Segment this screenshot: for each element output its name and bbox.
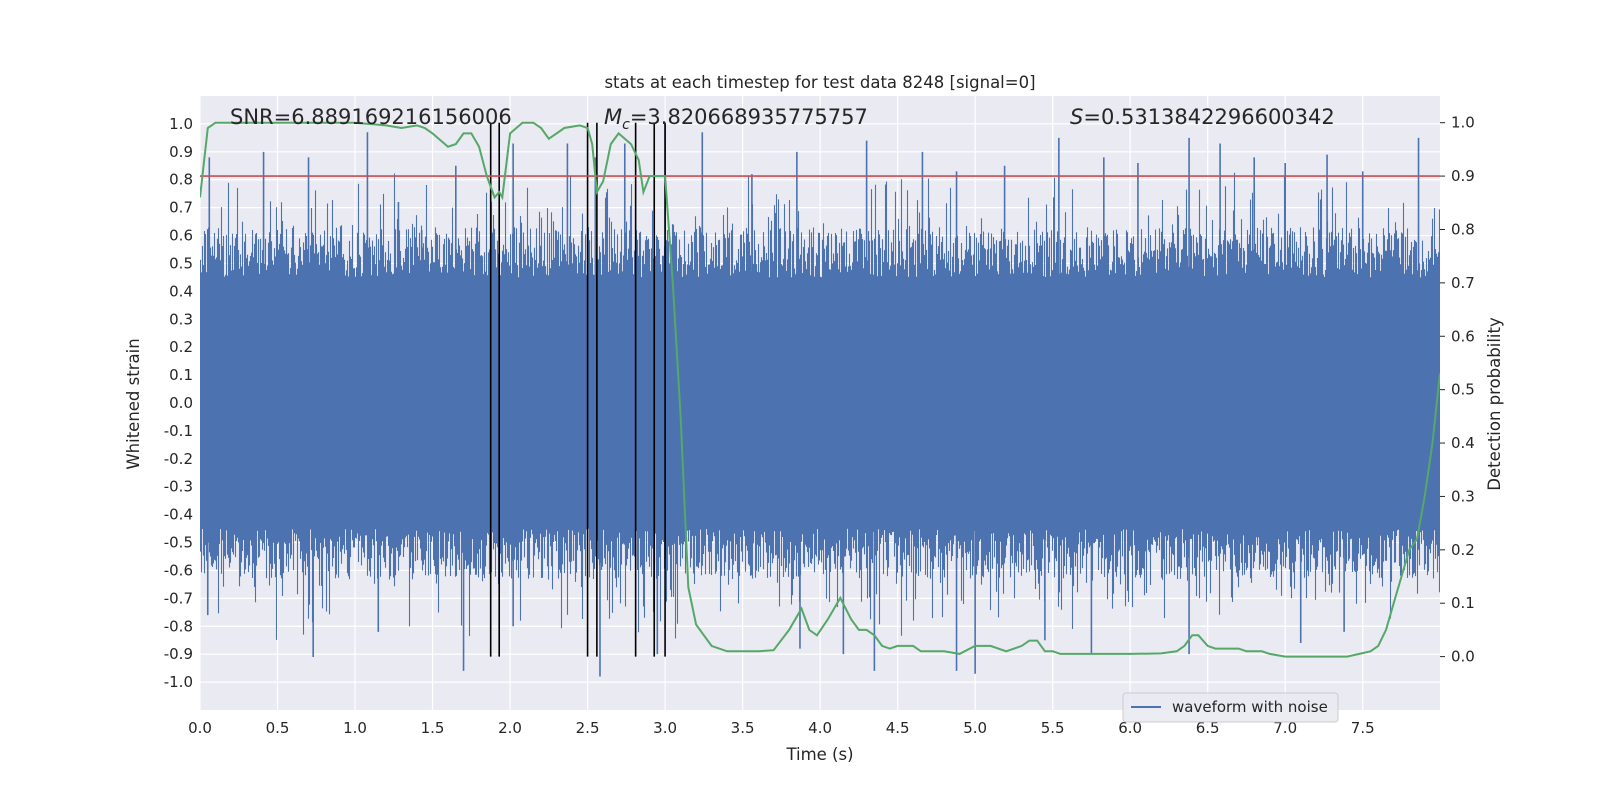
x-tick-label: 0.0 [188,719,212,737]
y-tick-label-left: -0.9 [164,645,193,663]
y-tick-label-left: 0.1 [169,366,193,384]
y-tick-label-right: 0.5 [1451,381,1475,399]
annotation-chirp-mass-subscript: c [622,117,630,133]
y-tick-label-right: 1.0 [1451,114,1475,132]
y-tick-label-left: 0.3 [169,310,193,328]
x-tick-label: 1.0 [343,719,367,737]
y-tick-label-right: 0.9 [1451,167,1475,185]
y-ticks-right: 1.0 0.9 0.8 0.7 0.6 0.5 0.4 0.3 0.2 0.1 0.0 [1440,114,1475,666]
x-tick-label: 7.5 [1351,719,1375,737]
y-tick-label-right: 0.6 [1451,327,1475,345]
x-tick-label: 2.0 [498,719,522,737]
y-axis-label-right: Detection probability [1485,317,1504,491]
legend-box [1122,692,1339,723]
y-tick-label-right: 0.4 [1451,434,1475,452]
y-tick-label-left: -0.2 [164,450,193,468]
legend-label: waveform with noise [1172,698,1328,716]
y-tick-label-left: -0.8 [164,617,193,635]
waveform-core [200,291,1440,515]
x-tick-label: 5.0 [963,719,987,737]
annotation-snr: SNR=6.889169216156006 [230,105,512,129]
chart-title: stats at each timestep for test data 824… [604,73,1035,92]
waveform-series [200,123,1440,677]
y-tick-label-left: 0.7 [169,199,193,217]
probability-series [200,121,1440,658]
x-ticks: 0.0 0.5 1.0 1.5 2.0 2.5 3.0 3.5 4.0 4.5 5.0 5.5 6.0 6… [188,719,1375,737]
annotation-s-value: =0.5313842296600342 [1083,105,1334,129]
y-tick-label-right: 0.8 [1451,220,1475,238]
x-tick-label: 4.5 [886,719,910,737]
y-tick-label-right: 0.3 [1451,487,1475,505]
y-tick-label-left: 0.0 [169,394,193,412]
y-tick-label-left: 0.5 [169,254,193,272]
x-tick-label: 5.5 [1041,719,1065,737]
y-tick-label-right: 0.2 [1451,541,1475,559]
x-tick-label: 2.5 [576,719,600,737]
x-tick-label: 0.5 [266,719,290,737]
x-tick-label: 6.0 [1118,719,1142,737]
vertical-markers [489,122,666,657]
annotation-chirp-mass-symbol: M [604,105,622,129]
annotation-chirp-mass: Mc=3.820668935775757 [604,105,868,133]
legend: waveform with noise [1122,692,1339,723]
y-tick-label-left: 0.6 [169,227,193,245]
y-tick-label-left: -1.0 [164,673,193,691]
probability-line [200,121,1440,658]
y-tick-label-left: -0.7 [164,589,193,607]
y-axis-label-left: Whitened strain [124,338,143,469]
annotation-s: S=0.5313842296600342 [1070,105,1335,129]
x-tick-label: 4.0 [808,719,832,737]
y-tick-label-left: 0.4 [169,282,193,300]
x-tick-label: 6.5 [1196,719,1220,737]
y-tick-label-left: 0.9 [169,143,193,161]
x-tick-label: 3.0 [653,719,677,737]
x-axis-label: Time (s) [785,745,853,764]
y-tick-label-left: -0.4 [164,506,193,524]
y-ticks-left: 1.0 0.9 0.8 0.7 0.6 0.5 0.4 0.3 0.2 0.1 0.0 -0.1 -0.… [164,115,193,691]
y-tick-label-right: 0.7 [1451,274,1475,292]
y-tick-label-left: -0.6 [164,561,193,579]
y-tick-label-left: -0.1 [164,422,193,440]
y-tick-label-left: -0.3 [164,478,193,496]
y-tick-label-left: 0.8 [169,171,193,189]
y-tick-label-left: -0.5 [164,534,193,552]
y-tick-label-left: 0.2 [169,338,193,356]
y-tick-label-right: 0.1 [1451,594,1475,612]
annotation-s-symbol: S [1070,105,1083,129]
y-tick-label-right: 0.0 [1451,648,1475,666]
annotation-chirp-mass-value: =3.820668935775757 [630,105,868,129]
x-tick-label: 3.5 [731,719,755,737]
y-tick-label-left: 1.0 [169,115,193,133]
x-tick-label: 1.5 [421,719,445,737]
x-tick-label: 7.0 [1273,719,1297,737]
